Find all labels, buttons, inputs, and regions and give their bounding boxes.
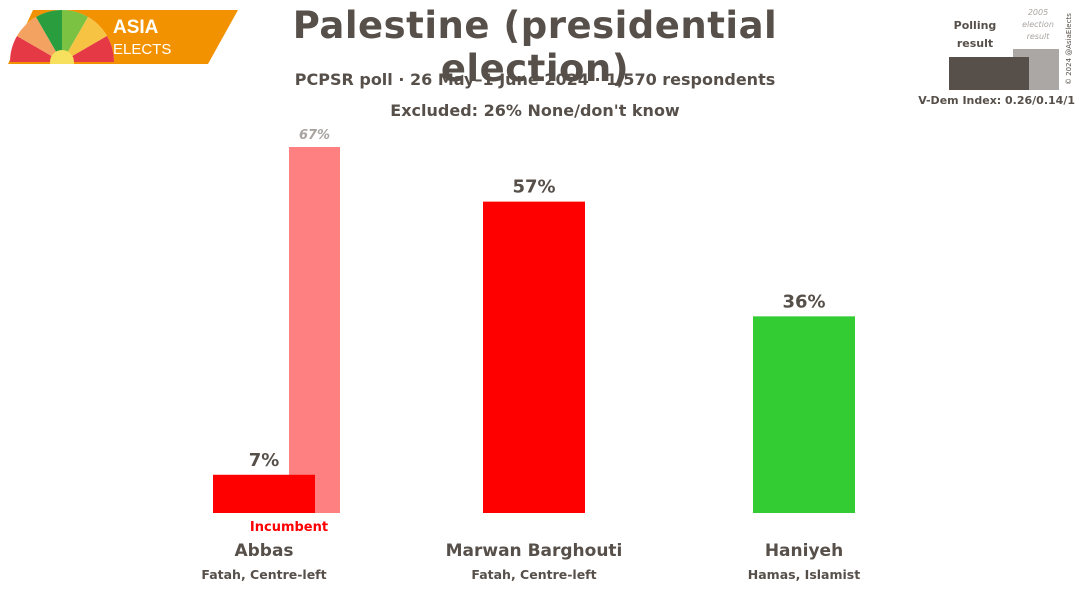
excluded-note: Excluded: 26% None/don't know [390,101,680,120]
incumbent-annotation: Incumbent [250,520,328,535]
legend-polling-label-2: result [957,37,993,50]
legend-polling-label-1: Polling [954,19,997,32]
category-label-barghouti: Marwan Barghouti [445,541,623,561]
bar-poll-abbas [213,474,315,513]
data-label-poll-abbas: 7% [249,450,280,471]
category-label-haniyeh: Haniyeh [764,541,844,561]
bar-poll-barghouti [483,201,585,513]
vdem-index: V-Dem Index: 0.26/0.14/1 [918,94,1075,107]
bar-poll-haniyeh [753,316,855,513]
data-label-poll-haniyeh: 36% [782,291,825,312]
legend: Polling result 2005 election result © 20… [949,8,1073,90]
party-label-barghouti: Fatah, Centre-left [471,567,597,582]
legend-previous-label-1: 2005 [1028,8,1048,17]
data-label-previous-abbas: 67% [299,128,330,143]
data-label-poll-barghouti: 57% [512,177,555,198]
chart-title: Palestine (presidential election) [292,4,778,90]
chart-subtitle: PCPSR poll · 26 May–1 June 2024 · 1,570 … [294,70,776,89]
party-label-haniyeh: Hamas, Islamist [747,567,861,582]
copyright-text: © 2024 @AsiaElects [1065,13,1073,85]
logo-text-asia: ASIA [113,17,159,38]
bar-previous-abbas [289,147,340,513]
party-label-abbas: Fatah, Centre-left [201,567,327,582]
asia-elects-logo: ASIA ELECTS [8,10,238,64]
legend-previous-label-2: election [1022,20,1054,29]
sunburst-icon [10,10,114,64]
category-label-abbas: Abbas [234,541,294,561]
legend-previous-label-3: result [1027,32,1051,41]
logo-text-elects: ELECTS [113,41,171,58]
legend-polling-swatch [949,57,1029,90]
